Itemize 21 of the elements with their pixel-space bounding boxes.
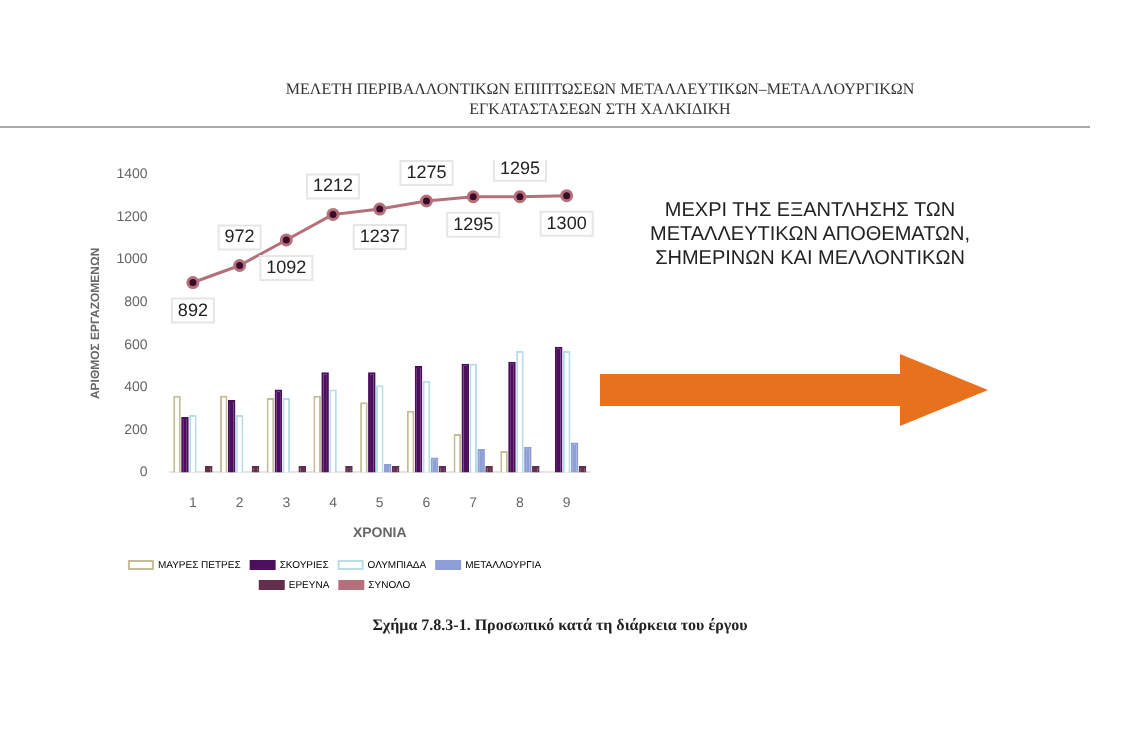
point [466,190,480,204]
point [373,202,387,216]
point [513,190,527,204]
data-label: 892 [177,299,208,320]
data-label: 1237 [359,226,400,247]
text: Σχήμα 7.8.3-1. Προσωπικό κατά τη διάρκεια του έργου [370,616,750,634]
point [186,276,200,290]
point [279,233,293,247]
data-label: 972 [224,226,255,247]
data-label: 1275 [406,161,447,182]
point [233,259,247,272]
point [419,194,433,208]
data-label: 1212 [313,175,354,196]
chart-title: ΜΕΛΕΤΗ ΠΕΡΙΒΑΛΛΟΝΤΙΚΩΝ ΕΠΙΠΤΩΣΕΩΝ ΜΕΤΑΛΛΕΥΤΙΚΩΝ–ΜΕΤΑΛΛΟΥΡΓΙΚΩΝ ΕΓΚΑΤΑΣΤΑΣΕΩΝ ΣΤΗ ΧΑΛΚΙΔΙΚΗ [283,80,917,120]
data-label: 1295 [499,157,540,178]
point [560,189,574,203]
point [326,207,340,221]
text: ΜΕΧΡΙ ΤΗΣ ΕΞΑΝΤΛΗΣΗΣ ΤΩΝ ΜΕΤΑΛΛΕΥΤΙΚΩΝ ΑΠΟΘΕΜΑΤΩΝ, ΣΗΜΕΡΙΝΩΝ ΚΑΙ ΜΕΛΛΟΝΤΙΚΩΝ [650,200,970,272]
data-label: 1295 [453,213,494,234]
data-label: 1300 [546,212,587,233]
data-label: 1092 [266,256,307,277]
